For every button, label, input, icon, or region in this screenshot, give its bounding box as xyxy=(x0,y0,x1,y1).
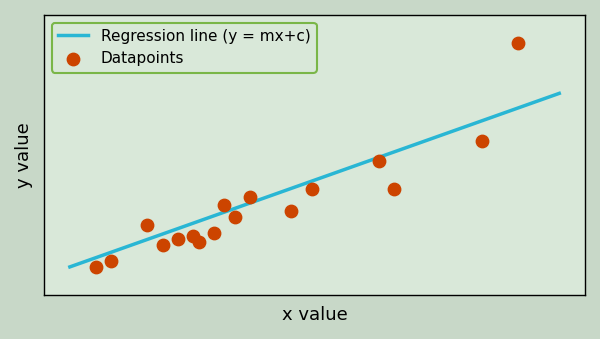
Datapoints xyxy=(287,208,296,214)
Datapoints xyxy=(477,138,487,144)
X-axis label: x value: x value xyxy=(281,306,347,324)
Datapoints xyxy=(188,233,198,239)
Legend: Regression line (y = mx+c), Datapoints: Regression line (y = mx+c), Datapoints xyxy=(52,23,317,73)
Y-axis label: y value: y value xyxy=(15,122,33,188)
Datapoints xyxy=(513,40,523,46)
Datapoints xyxy=(91,264,100,270)
Datapoints xyxy=(389,186,399,191)
Datapoints xyxy=(194,239,203,244)
Datapoints xyxy=(307,186,317,191)
Datapoints xyxy=(158,242,167,247)
Datapoints xyxy=(106,259,116,264)
Datapoints xyxy=(245,194,255,200)
Datapoints xyxy=(209,231,219,236)
Datapoints xyxy=(220,203,229,208)
Datapoints xyxy=(173,236,183,242)
Datapoints xyxy=(230,214,239,219)
Datapoints xyxy=(374,158,384,163)
Datapoints xyxy=(142,222,152,227)
